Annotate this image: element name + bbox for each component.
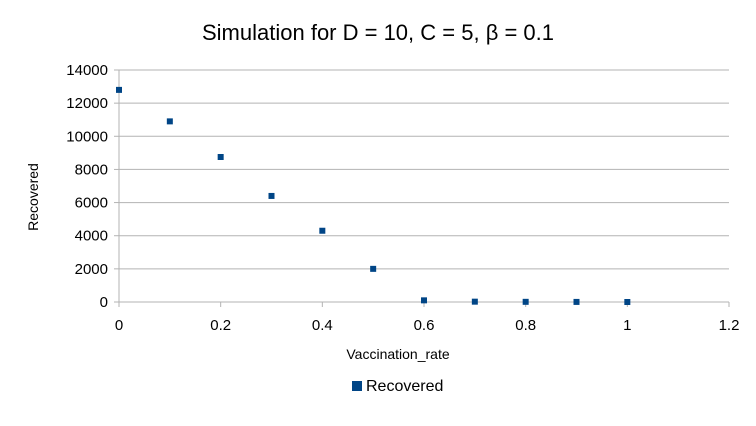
- gridlines: [119, 69, 729, 270]
- y-tick-label: 0: [100, 294, 108, 311]
- x-tick-label: 1: [623, 317, 631, 334]
- y-tick-label: 8000: [75, 161, 108, 178]
- y-tick-label: 10000: [66, 128, 108, 145]
- data-point: [319, 227, 326, 234]
- x-tick-label: 0.2: [210, 317, 231, 334]
- data-point: [522, 298, 529, 305]
- y-tick-labels: 0 2000 4000 6000 8000 10000 12000 14000: [66, 62, 108, 311]
- y-tick-label: 6000: [75, 195, 108, 212]
- y-axis-label: Recovered: [25, 163, 41, 231]
- axes: [114, 69, 730, 307]
- legend-swatch: [352, 381, 362, 391]
- data-point: [471, 298, 478, 305]
- data-point: [217, 154, 224, 160]
- legend: Recovered: [352, 378, 443, 395]
- x-axis-label: Vaccination_rate: [346, 346, 449, 362]
- legend-label: Recovered: [366, 378, 443, 395]
- y-tick-label: 4000: [75, 228, 108, 245]
- data-point: [268, 192, 275, 199]
- x-tick-label: 0: [115, 317, 123, 334]
- data-point: [370, 265, 377, 272]
- data-point: [573, 298, 580, 305]
- data-point: [116, 86, 122, 93]
- data-point: [624, 299, 631, 305]
- chart-title: Simulation for D = 10, C = 5, β = 0.1: [202, 20, 554, 45]
- y-tick-label: 2000: [75, 261, 108, 278]
- y-tick-label: 12000: [66, 95, 108, 112]
- x-tick-labels: 0 0.2 0.4 0.6 0.8 1 1.2: [115, 317, 740, 334]
- x-tick-label: 0.4: [312, 317, 333, 334]
- y-tick-label: 14000: [66, 62, 108, 79]
- data-points: [116, 86, 631, 305]
- x-tick-label: 0.6: [414, 317, 435, 334]
- data-point: [166, 118, 173, 125]
- x-tick-label: 1.2: [719, 317, 740, 334]
- data-point: [421, 297, 427, 304]
- x-tick-label: 0.8: [515, 317, 536, 334]
